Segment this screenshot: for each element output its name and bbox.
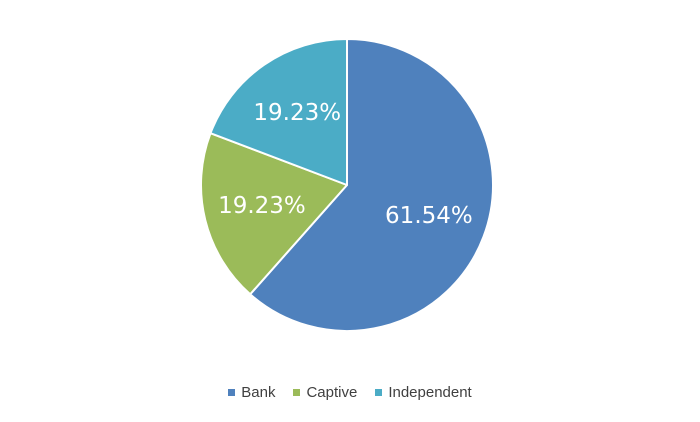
legend-label: Bank xyxy=(241,384,276,401)
legend-swatch xyxy=(375,389,383,396)
legend-swatch xyxy=(293,389,301,396)
chart-legend: Bank Captive Independent xyxy=(0,384,700,401)
legend-item-independent: Independent xyxy=(375,384,472,401)
data-label-bank: 61.54% xyxy=(385,203,473,229)
legend-label: Captive xyxy=(306,384,358,401)
data-label-captive: 19.23% xyxy=(218,193,306,219)
legend-item-captive: Captive xyxy=(293,384,357,401)
legend-item-bank: Bank xyxy=(228,384,275,401)
legend-label: Independent xyxy=(388,384,472,401)
pie-data-labels: 61.54% 19.23% 19.23% xyxy=(218,100,473,229)
legend-swatch xyxy=(228,389,236,396)
pie-slice-captive xyxy=(200,132,348,296)
pie-slice-independent xyxy=(209,38,348,186)
pie-slice-bank xyxy=(249,38,494,332)
data-label-independent: 19.23% xyxy=(253,100,341,126)
pie-slices xyxy=(200,38,494,332)
